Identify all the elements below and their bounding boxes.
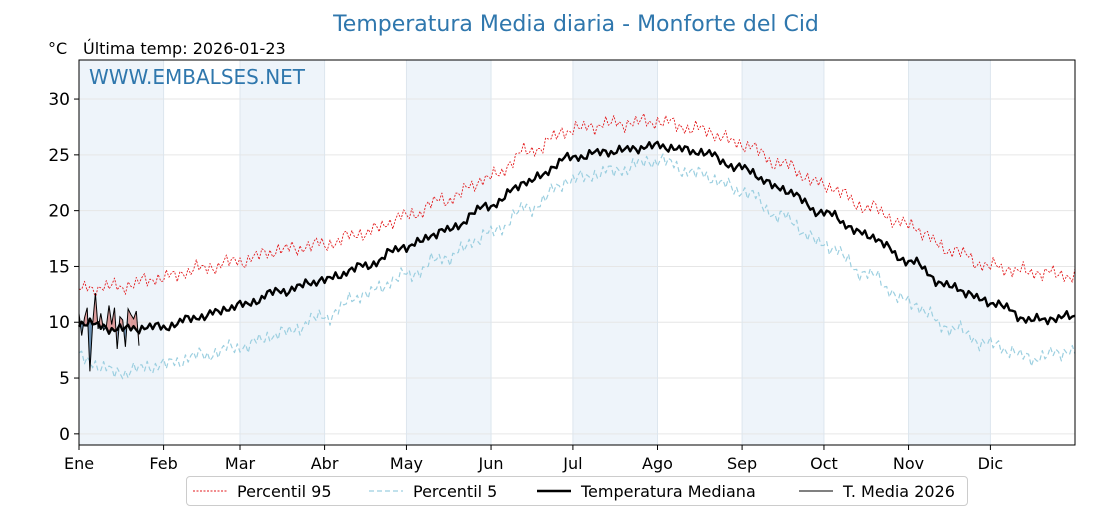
x-tick-label: Oct xyxy=(810,454,838,473)
x-tick-label: Mar xyxy=(225,454,256,473)
legend-item-p5: Percentil 5 xyxy=(369,481,497,501)
y-tick-label: 5 xyxy=(59,369,70,389)
legend-label-median: Temperatura Mediana xyxy=(581,481,756,501)
grid-lines xyxy=(78,60,1075,445)
x-tick-label: Jul xyxy=(562,454,582,473)
legend-item-current: T. Media 2026 xyxy=(799,481,955,501)
watermark: WWW.EMBALSES.NET xyxy=(89,65,306,89)
legend-item-p95: Percentil 95 xyxy=(193,481,332,501)
x-tick-label: Ene xyxy=(64,454,94,473)
series-lines xyxy=(77,113,1076,380)
legend: Percentil 95 Percentil 5 Temperatura Med… xyxy=(186,476,968,506)
x-axis: Ene Feb Mar Abr May Jun Jul Ago Sep Oct Nov Dic xyxy=(64,445,1003,473)
x-tick-label: Feb xyxy=(149,454,177,473)
x-tick-label: Dic xyxy=(978,454,1004,473)
plot-frame xyxy=(78,59,1076,446)
anomaly-fill-above xyxy=(133,311,137,330)
legend-swatch-p95 xyxy=(193,490,227,492)
series-line-median xyxy=(77,140,1076,335)
month-band xyxy=(908,60,991,445)
x-tick-label: Ago xyxy=(642,454,673,473)
month-band xyxy=(742,60,824,445)
unit-label: °C xyxy=(48,39,67,58)
chart-title: Temperatura Media diaria - Monforte del … xyxy=(332,12,819,37)
legend-swatch-current xyxy=(799,490,833,492)
series-line-p95 xyxy=(78,113,1076,299)
y-tick-label: 15 xyxy=(48,257,70,277)
month-band xyxy=(79,60,164,445)
y-tick-label: 25 xyxy=(48,146,70,166)
legend-label-current: T. Media 2026 xyxy=(843,481,955,501)
legend-label-p95: Percentil 95 xyxy=(237,481,332,501)
x-tick-label: Jun xyxy=(478,454,504,473)
x-tick-label: Abr xyxy=(311,454,339,473)
y-tick-label: 10 xyxy=(48,313,70,333)
y-axis: 0 5 10 15 20 25 30 xyxy=(48,90,79,445)
series-line-p5 xyxy=(78,153,1076,380)
legend-label-p5: Percentil 5 xyxy=(413,481,498,501)
month-bands xyxy=(79,60,991,445)
y-tick-label: 0 xyxy=(59,425,70,445)
legend-swatch-p5 xyxy=(369,490,403,492)
month-band xyxy=(572,60,658,445)
x-tick-label: Nov xyxy=(893,454,924,473)
legend-swatch-median xyxy=(537,489,571,493)
series-line-current xyxy=(78,293,140,372)
legend-item-median: Temperatura Mediana xyxy=(537,481,756,501)
x-tick-label: May xyxy=(390,454,423,473)
month-band xyxy=(406,60,492,445)
last-temp-label: Última temp: 2026-01-23 xyxy=(83,39,286,58)
y-tick-label: 20 xyxy=(48,202,70,222)
month-band xyxy=(239,60,325,445)
y-tick-label: 30 xyxy=(48,90,70,110)
x-tick-label: Sep xyxy=(727,454,757,473)
